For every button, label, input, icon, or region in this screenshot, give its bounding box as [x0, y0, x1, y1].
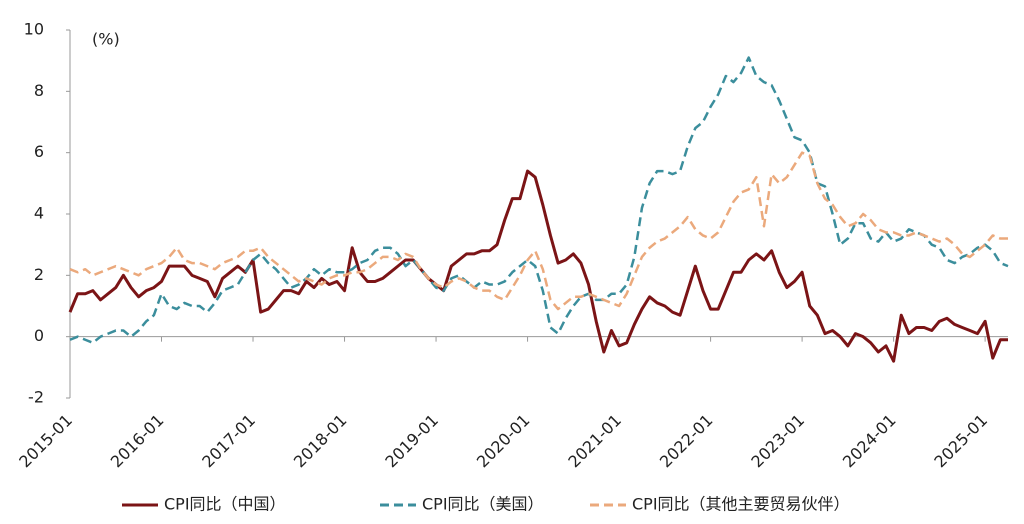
x-tick-label: 2024-01 — [839, 411, 900, 472]
y-tick-label: 4 — [34, 204, 44, 223]
legend-label: CPI同比（其他主要贸易伙伴） — [632, 495, 850, 514]
y-tick-label: 6 — [34, 142, 44, 161]
y-tick-label: 2 — [34, 265, 44, 284]
y-tick-label: -2 — [28, 388, 44, 407]
x-tick-label: 2020-01 — [473, 411, 534, 472]
x-tick-label: 2018-01 — [290, 411, 351, 472]
x-tick-label: 2017-01 — [198, 411, 259, 472]
x-tick-label: 2019-01 — [381, 411, 442, 472]
x-tick-label: 2022-01 — [656, 411, 717, 472]
legend-label: CPI同比（美国） — [422, 495, 544, 514]
x-tick-label: 2015-01 — [15, 411, 76, 472]
y-tick-label: 8 — [34, 81, 44, 100]
series-line — [68, 169, 1008, 363]
y-tick-label: 10 — [24, 20, 44, 39]
x-tick-label: 2023-01 — [747, 411, 808, 472]
x-tick-label: 2016-01 — [107, 411, 168, 472]
y-tick-label: 0 — [34, 326, 44, 345]
series-line — [69, 151, 1008, 311]
x-tick-label: 2025-01 — [930, 411, 991, 472]
y-unit: (%) — [92, 30, 120, 49]
series-line — [69, 56, 1009, 345]
x-tick-label: 2021-01 — [564, 411, 625, 472]
legend-label: CPI同比（中国） — [164, 495, 286, 514]
